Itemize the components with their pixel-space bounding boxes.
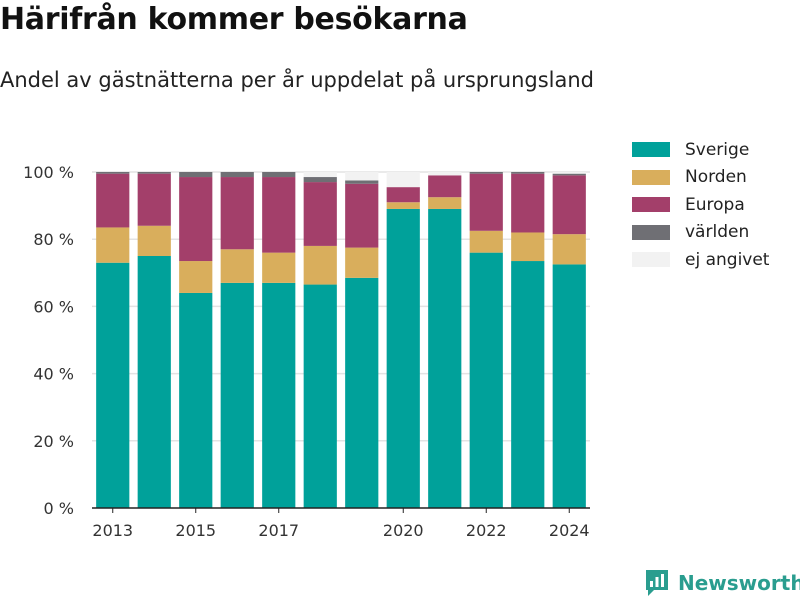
bar-segment-europa	[262, 177, 296, 253]
chart-title: Härifrån kommer besökarna	[0, 2, 468, 37]
bar-segment-sverige	[552, 264, 586, 508]
newsworthy-logo: Newsworthy	[644, 568, 800, 598]
bar-segment-europa	[96, 173, 130, 228]
bar-segment-världen	[137, 172, 171, 174]
y-tick-label: 0 %	[44, 499, 74, 518]
bar-segment-norden	[262, 252, 296, 283]
bar-segment-norden	[96, 227, 130, 263]
bar-segment-sverige	[220, 282, 254, 508]
bar-segment-sverige	[179, 292, 213, 508]
legend-label-norden: Norden	[685, 167, 747, 188]
legend-label-sverige: Sverige	[685, 139, 750, 160]
bar-segment-världen	[469, 172, 503, 174]
legend-swatch-ej-angivet	[632, 252, 670, 268]
x-tick-label: 2013	[92, 521, 133, 540]
legend-swatch-varlden	[632, 224, 670, 240]
legend-item-varlden[interactable]: världen	[632, 219, 769, 247]
bar-segment-norden	[179, 261, 213, 293]
y-tick-label: 40 %	[33, 365, 74, 384]
x-tick-label: 2022	[466, 521, 507, 540]
bar-segment-ej-angivet	[552, 172, 586, 174]
bar-segment-ej-angivet	[345, 172, 379, 181]
bar-segment-sverige	[386, 208, 420, 508]
bar-segment-ej-angivet	[386, 172, 420, 188]
bar-segment-sverige	[262, 282, 296, 508]
legend-label-europa: Europa	[685, 194, 745, 215]
bar-segment-världen	[345, 180, 379, 184]
legend-item-norden[interactable]: Norden	[632, 164, 769, 192]
y-tick-label: 60 %	[33, 297, 74, 316]
bar-segment-europa	[386, 187, 420, 203]
bar-segment-sverige	[469, 252, 503, 508]
bar-segment-norden	[469, 230, 503, 253]
legend-item-ej-angivet[interactable]: ej angivet	[632, 246, 769, 274]
bar-segment-norden	[428, 197, 462, 209]
bar-segment-sverige	[137, 256, 171, 508]
chart-subtitle: Andel av gästnätterna per år uppdelat på…	[0, 68, 594, 92]
newsworthy-logo-icon	[646, 570, 668, 596]
bar-segment-europa	[179, 177, 213, 262]
legend-label-varlden: världen	[685, 222, 750, 243]
bar-segment-norden	[220, 249, 254, 283]
bar-segment-europa	[220, 177, 254, 250]
legend-swatch-europa	[632, 197, 670, 213]
y-tick-label: 20 %	[33, 432, 74, 451]
x-tick-label: 2020	[383, 521, 424, 540]
bar-segment-europa	[469, 173, 503, 231]
y-tick-label: 100 %	[23, 163, 74, 182]
bar-segment-europa	[303, 182, 337, 246]
x-tick-label: 2015	[175, 521, 216, 540]
bar-segment-norden	[137, 225, 171, 256]
bar-segment-europa	[345, 183, 379, 248]
bar-segment-sverige	[428, 208, 462, 508]
bar-segment-norden	[303, 245, 337, 285]
y-tick-label: 80 %	[33, 230, 74, 249]
bar-segment-norden	[386, 202, 420, 209]
bar-segment-europa	[552, 175, 586, 235]
bar-segment-världen	[552, 173, 586, 176]
bar-segment-norden	[345, 247, 379, 278]
bar-segment-europa	[511, 173, 545, 233]
bar-segment-sverige	[511, 261, 545, 508]
bar-segment-världen	[179, 172, 213, 178]
bar-segment-världen	[303, 177, 337, 183]
x-tick-label: 2017	[258, 521, 299, 540]
newsworthy-logo-text: Newsworthy	[678, 571, 800, 595]
legend-label-ej-angivet: ej angivet	[685, 249, 770, 270]
x-tick-label: 2024	[549, 521, 590, 540]
legend-swatch-sverige	[632, 142, 670, 158]
legend-item-europa[interactable]: Europa	[632, 191, 769, 219]
bar-segment-europa	[428, 175, 462, 198]
bar-segment-sverige	[96, 262, 130, 508]
bar-segment-norden	[511, 232, 545, 262]
bar-segment-världen	[220, 172, 254, 178]
bar-segment-världen	[511, 172, 545, 174]
bar-segment-världen	[262, 172, 296, 178]
bar-segment-norden	[552, 234, 586, 265]
bar-segment-världen	[96, 172, 130, 174]
bar-segment-sverige	[303, 284, 337, 508]
legend-item-sverige[interactable]: Sverige	[632, 136, 769, 164]
legend: Sverige Norden Europa världen ej angivet	[632, 136, 769, 274]
bar-segment-ej-angivet	[428, 172, 462, 176]
legend-swatch-norden	[632, 169, 670, 185]
bar-segment-sverige	[345, 277, 379, 508]
bar-segment-europa	[137, 173, 171, 226]
bar-segment-ej-angivet	[303, 172, 337, 178]
